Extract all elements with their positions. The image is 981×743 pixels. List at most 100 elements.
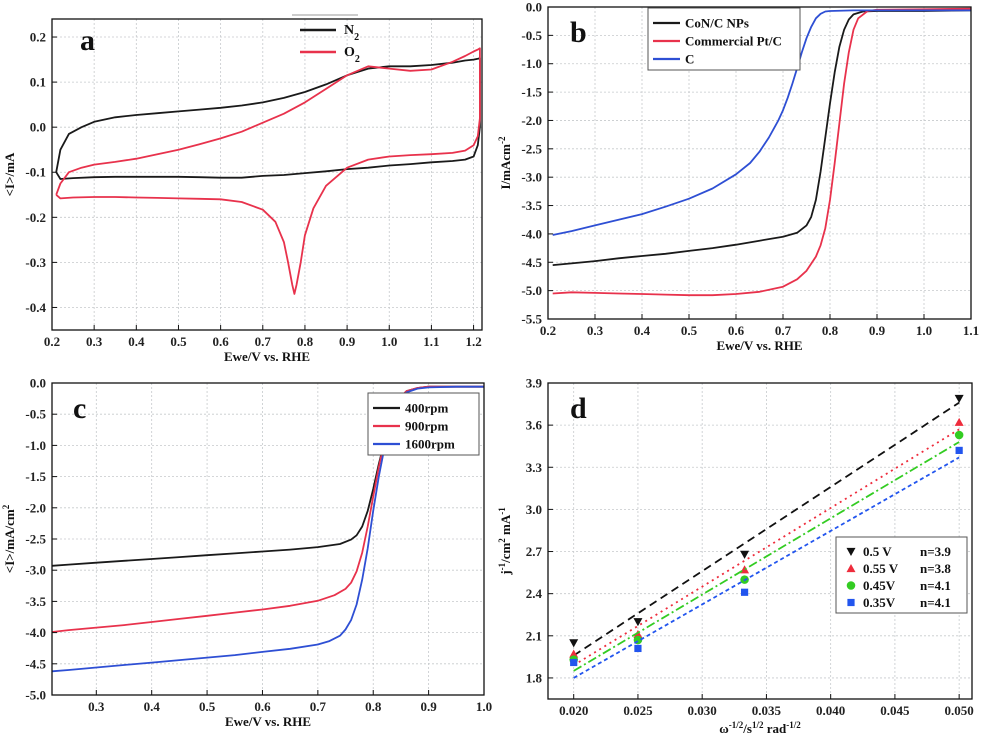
y-axis-title: <I>/mA/cm2 (1, 504, 17, 573)
y-axis-title: j-1/cm2 mA-1 (497, 507, 513, 576)
x-tick-label: 0.3 (88, 699, 105, 714)
y-tick-label: -0.1 (25, 165, 46, 180)
x-axis-title-part: -1/2 (729, 720, 744, 730)
data-point (954, 394, 964, 403)
y-tick-label: -5.0 (25, 688, 46, 703)
x-axis-title: Ewe/V vs. RHE (224, 349, 310, 364)
y-tick-label: -3.0 (521, 170, 542, 185)
legend-marker (846, 564, 856, 573)
panel-b: 0.2 0.3 0.4 0.5 0.6 0.7 0.8 0.9 1.0 1.1 -5.5 -5.0 -4… (497, 0, 979, 353)
y-axis-title-part: mA (498, 514, 513, 538)
y-tick-label: -1.5 (25, 469, 46, 484)
legend-label-sub: 2 (355, 54, 360, 65)
legend-label: 0.45V (863, 578, 896, 593)
series-line-0 (552, 9, 971, 266)
y-tick-label: -3.0 (25, 563, 46, 578)
y-axis-title: <I>/mA (2, 152, 17, 196)
y-tick-label: -1.0 (25, 438, 46, 453)
x-axis-title-part: ω (719, 721, 729, 736)
series-line-1 (55, 47, 481, 295)
x-tick-label: 0.025 (623, 703, 653, 718)
data-point (955, 446, 963, 455)
legend-n-label: n=3.9 (920, 544, 951, 559)
panel-letter: d (570, 392, 587, 425)
y-tick-label: -0.2 (25, 210, 46, 225)
x-axis-title: ω-1/2/s1/2 rad-1/2 (719, 720, 801, 736)
y-tick-label: 2.1 (526, 628, 542, 643)
x-tick-label: 0.5 (681, 323, 698, 338)
y-axis-title-part: I/mAcm (498, 144, 513, 190)
data-point (633, 618, 643, 627)
x-tick-label: 0.6 (254, 699, 271, 714)
y-tick-label: -4.0 (25, 625, 46, 640)
legend-label: C (685, 52, 694, 67)
y-tick-label: -0.5 (25, 407, 46, 422)
legend-label: 0.35V (863, 595, 896, 610)
y-axis-title-part: /cm (498, 543, 513, 564)
x-tick-label: 0.7 (775, 323, 792, 338)
y-tick-label: 2.7 (526, 544, 543, 559)
y-axis-title-part: -2 (497, 136, 507, 144)
y-tick-label: -0.4 (25, 300, 46, 315)
x-axis-title-part: -1/2 (786, 720, 801, 730)
legend: 0.5 V n=3.9 0.55 V n=3.8 0.45V n=4.1 0.35V n=4.… (835, 536, 968, 614)
x-axis-title-part: rad (763, 721, 787, 736)
x-tick-label: 0.8 (297, 334, 314, 349)
x-tick-label: 0.2 (44, 334, 60, 349)
x-tick-label: 0.050 (945, 703, 974, 718)
y-axis-title-part: <I>/mA/cm (2, 509, 17, 573)
x-axis-title: Ewe/V vs. RHE (716, 338, 802, 353)
x-tick-label: 1.1 (963, 323, 979, 338)
x-tick-label: 0.9 (869, 323, 886, 338)
data-point (740, 550, 750, 559)
x-tick-label: 0.7 (255, 334, 272, 349)
x-tick-label: 0.6 (213, 334, 230, 349)
panel-letter: c (73, 392, 86, 425)
data-point (569, 649, 579, 658)
legend: N 2O2 (292, 14, 360, 65)
y-tick-label: -3.5 (25, 594, 46, 609)
legend-marker (846, 581, 856, 590)
x-tick-label: 1.2 (465, 334, 481, 349)
y-tick-label: -0.3 (25, 255, 46, 270)
x-tick-label: 0.030 (688, 703, 717, 718)
data-point (570, 658, 578, 667)
legend-label: 900rpm (405, 419, 449, 434)
x-tick-label: 0.8 (822, 323, 839, 338)
fit-line-2 (573, 441, 960, 672)
y-tick-label: -5.0 (521, 283, 542, 298)
x-tick-label: 0.2 (540, 323, 556, 338)
legend-label-main: N (344, 23, 354, 38)
y-tick-label: -2.0 (521, 113, 542, 128)
x-tick-label: 0.4 (634, 323, 651, 338)
data-point (569, 639, 579, 648)
x-tick-label: 1.0 (476, 699, 492, 714)
y-tick-label: -3.5 (521, 198, 542, 213)
legend-label: 1600rpm (405, 437, 455, 452)
panel-letter: b (570, 16, 587, 49)
y-tick-label: 3.6 (526, 418, 543, 433)
y-tick-label: 0.1 (30, 75, 46, 90)
plot-frame (547, 6, 972, 320)
legend-marker (846, 547, 856, 556)
y-tick-label: 3.0 (526, 502, 542, 517)
data-point (633, 629, 643, 638)
x-tick-label: 0.4 (128, 334, 145, 349)
y-tick-label: -4.0 (521, 226, 542, 241)
x-tick-label: 0.3 (587, 323, 604, 338)
y-tick-label: -1.0 (521, 56, 542, 71)
y-tick-label: -4.5 (521, 255, 542, 270)
y-tick-label: 0.0 (30, 376, 46, 391)
y-tick-label: 3.9 (526, 376, 543, 391)
y-tick-label: 1.8 (526, 670, 543, 685)
legend-label: 0.55 V (863, 561, 899, 576)
series-line-1 (552, 7, 971, 297)
y-tick-label: 3.3 (526, 460, 543, 475)
plot-data (569, 394, 964, 679)
x-tick-label: 1.0 (381, 334, 397, 349)
y-tick-label: -2.0 (25, 500, 46, 515)
y-tick-label: 0.2 (30, 30, 46, 45)
legend-label: O2 (344, 45, 360, 65)
legend-label-main: O (344, 45, 355, 60)
